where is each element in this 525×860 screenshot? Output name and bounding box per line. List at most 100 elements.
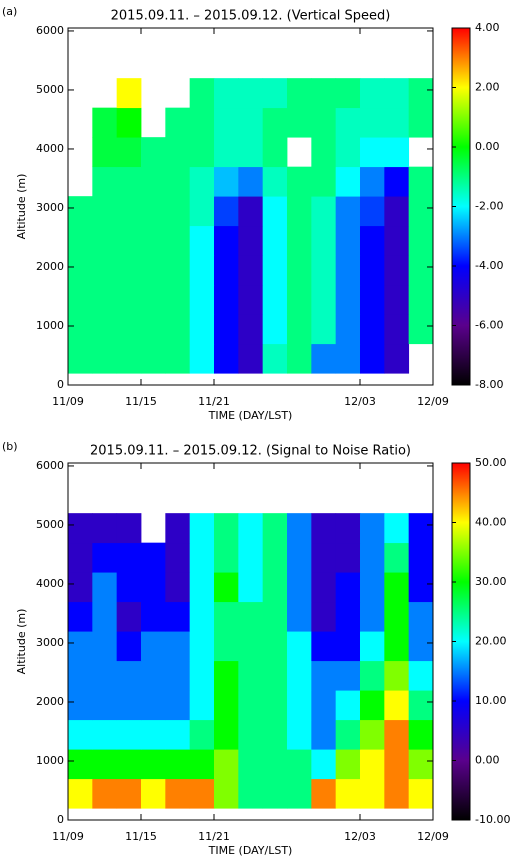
heat-cell — [116, 314, 142, 345]
heat-cell — [287, 513, 312, 544]
heat-cell — [68, 719, 93, 750]
heat-cell — [384, 749, 410, 780]
x-tick-label: 11/09 — [52, 830, 84, 843]
heat-cell — [287, 166, 312, 197]
heat-cell — [238, 196, 264, 227]
heat-cell — [68, 542, 93, 573]
heat-cell — [116, 513, 142, 544]
heat-cell — [189, 542, 215, 573]
heat-cell — [360, 314, 385, 345]
colorbar-tick-label: -8.00 — [475, 378, 503, 391]
heat-cell — [238, 572, 264, 603]
heat-cell — [408, 78, 434, 109]
colorbar-tick-label: 0.00 — [475, 754, 500, 767]
heat-cell — [68, 314, 93, 345]
heat-cell — [360, 78, 385, 109]
heat-cell — [408, 631, 434, 662]
heat-cell — [311, 778, 337, 809]
heat-cell — [92, 166, 118, 197]
heat-cell — [141, 166, 166, 197]
heat-cell — [384, 284, 410, 315]
heat-cell — [384, 196, 410, 227]
heat-cell — [287, 572, 312, 603]
heat-cell — [165, 314, 191, 345]
heat-cell — [408, 196, 434, 227]
heat-cell — [311, 196, 337, 227]
heat-cell — [141, 137, 166, 168]
heat-cell — [311, 690, 337, 721]
heat-cell — [214, 749, 239, 780]
heat-cell — [287, 719, 312, 750]
colorbar-tick-label: 0.00 — [475, 140, 500, 153]
heat-cell — [311, 137, 337, 168]
heat-cell — [384, 601, 410, 632]
heat-cell — [262, 690, 288, 721]
heat-cell — [408, 690, 434, 721]
heat-cell — [408, 542, 434, 573]
heat-cell — [238, 225, 264, 256]
y-tick-label: 3000 — [36, 201, 64, 214]
heat-cell — [287, 314, 312, 345]
heat-cell — [311, 166, 337, 197]
heat-cell — [408, 719, 434, 750]
heat-cell — [360, 542, 385, 573]
heat-cell — [68, 631, 93, 662]
heat-cell — [214, 166, 239, 197]
heat-cell — [335, 631, 361, 662]
colorbar-tick-label: -2.00 — [475, 200, 503, 213]
heat-cell — [262, 107, 288, 138]
heat-cell — [116, 343, 142, 374]
heat-cell — [116, 660, 142, 691]
heat-cell — [214, 572, 239, 603]
heat-cell — [408, 749, 434, 780]
y-tick-label: 4000 — [36, 577, 64, 590]
heat-cell — [116, 572, 142, 603]
heat-cell — [116, 137, 142, 168]
heat-cell — [165, 107, 191, 138]
heat-cell — [214, 660, 239, 691]
colorbar-tick-label: -4.00 — [475, 259, 503, 272]
heat-cell — [384, 166, 410, 197]
heat-cell — [238, 778, 264, 809]
heat-cell — [92, 255, 118, 286]
heat-cell — [165, 166, 191, 197]
y-axis-label: Altitude (m) — [15, 174, 28, 240]
heat-cell — [214, 314, 239, 345]
heat-cell — [92, 137, 118, 168]
heat-cell — [360, 778, 385, 809]
heat-cell — [92, 660, 118, 691]
heat-cell — [335, 255, 361, 286]
plot-frame — [67, 27, 434, 386]
heat-cell — [287, 749, 312, 780]
x-tick-label: 11/09 — [52, 395, 84, 408]
heat-cell — [238, 314, 264, 345]
heat-cell — [238, 513, 264, 544]
heat-cell — [287, 631, 312, 662]
heat-cell — [311, 719, 337, 750]
heat-cell — [165, 778, 191, 809]
heat-cell — [68, 778, 93, 809]
heat-cell — [262, 284, 288, 315]
x-tick-label: 11/21 — [198, 830, 230, 843]
heat-cell — [68, 284, 93, 315]
colorbar-tick-label: -6.00 — [475, 319, 503, 332]
heat-cell — [214, 196, 239, 227]
heat-cell — [189, 314, 215, 345]
heat-cell — [116, 631, 142, 662]
heat-cell — [384, 660, 410, 691]
heat-cell — [384, 225, 410, 256]
heat-cell — [68, 343, 93, 374]
heat-cell — [311, 542, 337, 573]
heat-cell — [262, 78, 288, 109]
heat-cell — [360, 749, 385, 780]
heat-cell — [384, 719, 410, 750]
heat-cell — [68, 196, 93, 227]
heat-cell — [287, 778, 312, 809]
heat-cell — [165, 196, 191, 227]
heat-cell — [141, 660, 166, 691]
y-tick-label: 1000 — [36, 754, 64, 767]
heat-cell — [116, 225, 142, 256]
heat-cell — [335, 690, 361, 721]
